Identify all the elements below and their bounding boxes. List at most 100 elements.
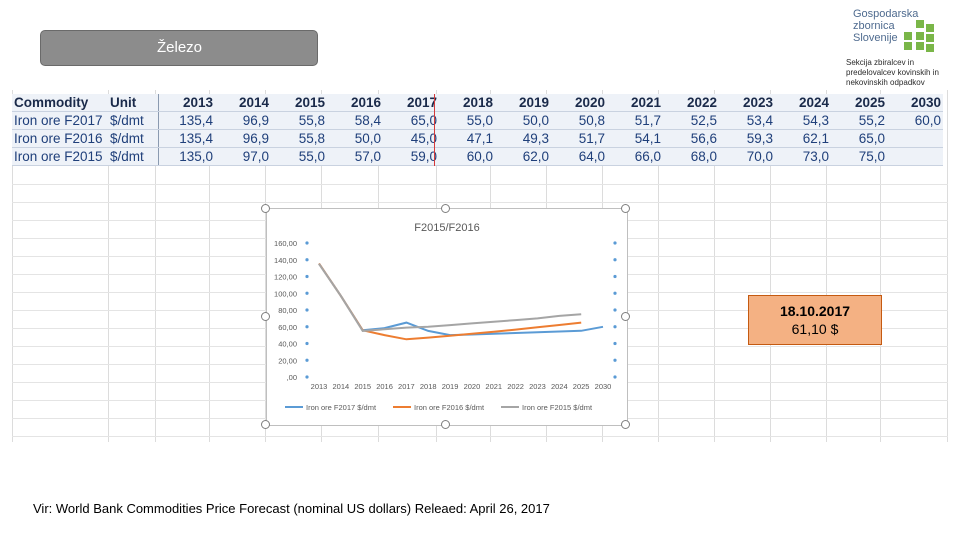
table-cell[interactable]: 65,0 [383,111,439,130]
logo-mark-icon [904,20,934,52]
table-header-cell[interactable]: 2023 [719,94,775,112]
table-cell[interactable]: 57,0 [327,147,383,166]
axis-marker-left [305,291,309,295]
table-cell[interactable]: 62,1 [775,129,831,148]
chart-title: F2015/F2016 [414,222,479,234]
table-cell[interactable]: 68,0 [663,147,719,166]
table-header-cell[interactable]: Unit [108,94,159,112]
table-header-cell[interactable]: 2020 [551,94,607,112]
source-note: Vir: World Bank Commodities Price Foreca… [33,501,550,516]
table-cell[interactable]: 50,8 [551,111,607,130]
resize-handle-bottom-left[interactable] [261,420,270,429]
y-tick-label: 140,00 [274,256,297,265]
table-cell[interactable]: $/dmt [108,111,159,130]
table-cell[interactable]: $/dmt [108,129,159,148]
table-cell[interactable]: 59,0 [383,147,439,166]
table-cell[interactable]: Iron ore F2016 [12,129,108,148]
commodity-table[interactable]: Commodity Unit 2013 2014 2015 2016 2017 … [12,94,943,166]
table-cell[interactable]: 55,8 [271,129,327,148]
table-row: Iron ore F2016 $/dmt 135,4 96,9 55,8 50,… [12,129,943,148]
table-cell[interactable]: 96,9 [215,111,271,130]
table-cell[interactable]: 65,0 [831,129,887,148]
resize-handle-bottom-right[interactable] [621,420,630,429]
axis-marker-left [305,341,309,346]
table-cell[interactable] [887,129,943,148]
table-cell[interactable]: 53,4 [719,111,775,130]
table-cell[interactable]: 54,3 [775,111,831,130]
table-header-cell[interactable]: 2014 [215,94,271,112]
table-cell[interactable]: 75,0 [831,147,887,166]
table-header-cell[interactable]: 2019 [495,94,551,112]
table-cell[interactable]: 64,0 [551,147,607,166]
chart-canvas: F2015/F2016 ,00 20,00 40,00 60,00 80,00 100,0… [274,222,617,412]
table-header-cell[interactable]: Commodity [12,94,108,112]
table-cell[interactable]: 51,7 [607,111,663,130]
table-header-cell[interactable]: 2021 [607,94,663,112]
table-cell[interactable]: 135,4 [158,129,215,148]
axis-marker-left [305,375,309,379]
series-line-2[interactable] [318,263,582,341]
table-cell[interactable]: 66,0 [607,147,663,166]
table-cell[interactable]: 50,0 [327,129,383,148]
table-cell[interactable]: 60,0 [439,147,495,166]
y-tick-label: 120,00 [274,273,297,282]
table-cell[interactable]: 70,0 [719,147,775,166]
table-cell[interactable]: 54,1 [607,129,663,148]
table-header-cell[interactable]: 2025 [831,94,887,112]
table-header-cell[interactable]: 2022 [663,94,719,112]
line-chart[interactable]: F2015/F2016 ,00 20,00 40,00 60,00 80,00 100,0… [266,208,628,426]
table-cell[interactable]: 45,0 [383,129,439,148]
series-line-3[interactable] [318,263,582,332]
x-tick-label: 2015 [354,382,371,391]
table-cell[interactable]: 97,0 [215,147,271,166]
table-cell[interactable]: 51,7 [551,129,607,148]
axis-marker-right [613,325,617,329]
table-cell[interactable]: 73,0 [775,147,831,166]
table-cell[interactable]: 96,9 [215,129,271,148]
table-cell[interactable]: 56,6 [663,129,719,148]
table-cell[interactable] [887,147,943,166]
table-header-cell[interactable]: 2024 [775,94,831,112]
table-header-cell[interactable]: 2030 [887,94,943,112]
x-tick-label: 2017 [398,382,415,391]
table-cell[interactable]: 52,5 [663,111,719,130]
axis-marker-right [613,274,617,279]
x-tick-label: 2021 [485,382,502,391]
axis-marker-right [613,358,617,362]
table-cell[interactable]: 50,0 [495,111,551,130]
table-cell[interactable]: 55,8 [271,111,327,130]
table-cell[interactable]: 55,2 [831,111,887,130]
resize-handle-top-mid[interactable] [441,204,450,213]
resize-handle-top-left[interactable] [261,204,270,213]
table-header-cell[interactable]: 2017 [383,94,439,112]
x-tick-label: 2022 [507,382,524,391]
x-tick-label: 2030 [595,382,612,391]
resize-handle-bottom-mid[interactable] [441,420,450,429]
table-cell[interactable]: 49,3 [495,129,551,148]
resize-handle-mid-right[interactable] [621,312,630,321]
table-header-cell[interactable]: 2015 [271,94,327,112]
y-tick-label: 100,00 [274,289,297,298]
table-cell[interactable]: 60,0 [887,111,943,130]
resize-handle-top-right[interactable] [621,204,630,213]
table-cell[interactable]: 62,0 [495,147,551,166]
table-cell[interactable]: 58,4 [327,111,383,130]
table-header-cell[interactable]: 2018 [439,94,495,112]
resize-handle-mid-left[interactable] [261,312,270,321]
table-header-cell[interactable]: 2016 [327,94,383,112]
table-header-cell[interactable]: 2013 [158,94,215,112]
table-cell[interactable]: Iron ore F2015 [12,147,108,166]
table-cell[interactable]: Iron ore F2017 [12,111,108,130]
y-tick-label: 20,00 [278,356,297,365]
table-cell[interactable]: 55,0 [439,111,495,130]
legend-label: Iron ore F2017 $/dmt [306,403,377,412]
table-cell[interactable]: 47,1 [439,129,495,148]
table-cell[interactable]: 135,4 [158,111,215,130]
table-cell[interactable]: $/dmt [108,147,159,166]
table-cell[interactable]: 59,3 [719,129,775,148]
y-tick-label: 160,00 [274,239,297,248]
table-cell[interactable]: 55,0 [271,147,327,166]
x-tick-label: 2020 [464,382,481,391]
table-cell[interactable]: 135,0 [158,147,215,166]
logo-org-name: Gospodarska zbornica Slovenije [853,8,919,44]
